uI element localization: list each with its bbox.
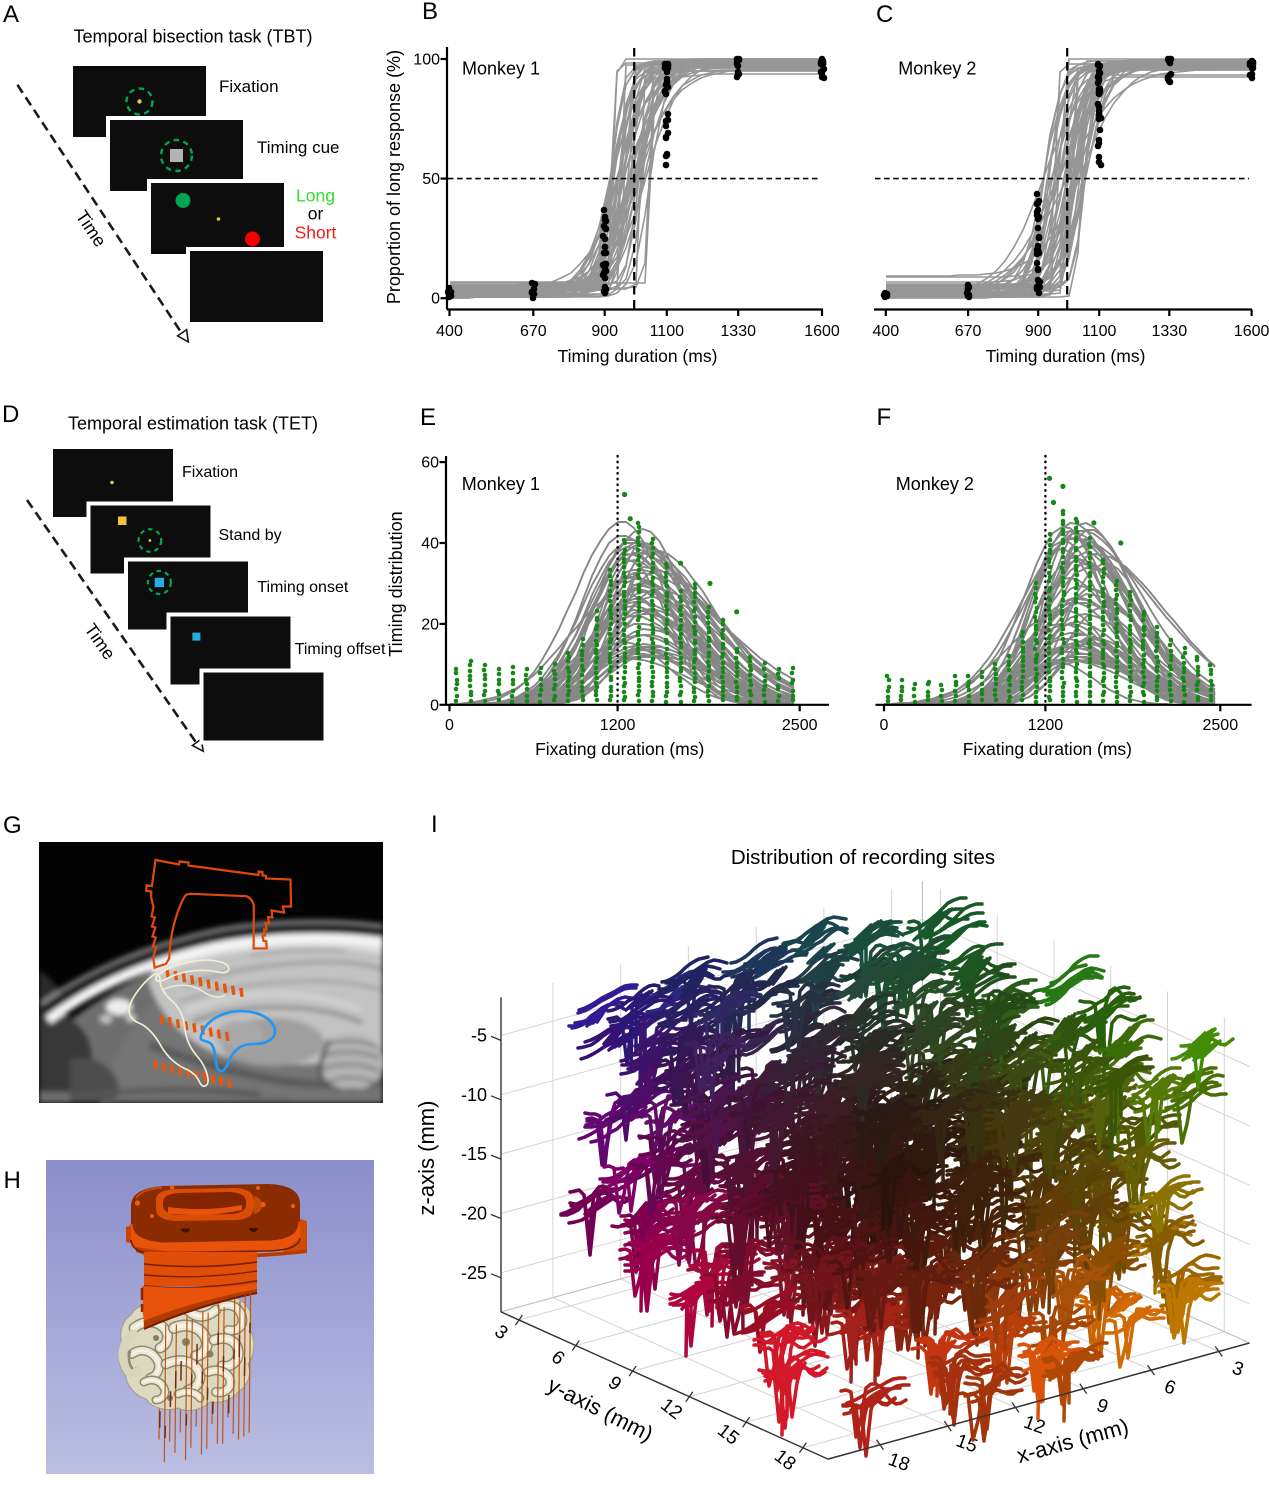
svg-text:0: 0 xyxy=(880,717,889,734)
svg-text:900: 900 xyxy=(591,323,618,340)
svg-text:1330: 1330 xyxy=(720,323,756,340)
svg-text:Stand by: Stand by xyxy=(219,527,282,544)
svg-text:400: 400 xyxy=(436,323,463,340)
svg-text:-15: -15 xyxy=(461,1144,487,1164)
svg-text:Timing onset: Timing onset xyxy=(257,579,349,596)
svg-text:Time: Time xyxy=(72,207,111,251)
svg-text:0: 0 xyxy=(445,717,454,734)
svg-text:670: 670 xyxy=(955,323,982,340)
svg-text:15: 15 xyxy=(713,1420,743,1450)
svg-text:or: or xyxy=(308,204,324,224)
svg-text:-25: -25 xyxy=(461,1263,487,1283)
svg-text:F: F xyxy=(877,404,892,431)
svg-text:Monkey 2: Monkey 2 xyxy=(898,59,976,79)
svg-text:-20: -20 xyxy=(461,1204,487,1224)
svg-text:Temporal estimation task (TET): Temporal estimation task (TET) xyxy=(68,414,318,434)
svg-text:1200: 1200 xyxy=(600,717,636,734)
svg-text:2500: 2500 xyxy=(1203,717,1239,734)
svg-text:G: G xyxy=(3,812,22,839)
svg-text:1100: 1100 xyxy=(1082,323,1117,340)
svg-text:Monkey 1: Monkey 1 xyxy=(462,59,540,79)
svg-text:50: 50 xyxy=(422,171,440,188)
svg-text:100: 100 xyxy=(413,52,440,69)
svg-text:1600: 1600 xyxy=(1234,323,1269,340)
svg-text:1600: 1600 xyxy=(804,323,840,340)
svg-text:900: 900 xyxy=(1025,323,1052,340)
svg-text:1200: 1200 xyxy=(1028,717,1064,734)
svg-text:Temporal bisection task (TBT): Temporal bisection task (TBT) xyxy=(73,27,312,47)
svg-text:Timing distribution: Timing distribution xyxy=(386,511,406,656)
svg-text:60: 60 xyxy=(421,455,439,472)
svg-text:1330: 1330 xyxy=(1152,323,1188,340)
svg-text:H: H xyxy=(4,1167,21,1194)
svg-text:3: 3 xyxy=(1229,1358,1246,1381)
svg-text:0: 0 xyxy=(431,291,440,308)
svg-text:-10: -10 xyxy=(461,1085,487,1105)
svg-text:0: 0 xyxy=(430,697,439,714)
svg-text:Distribution of recording site: Distribution of recording sites xyxy=(731,846,995,869)
svg-text:Timing offset: Timing offset xyxy=(295,641,386,658)
svg-text:3: 3 xyxy=(490,1321,511,1344)
svg-text:Fixating duration (ms): Fixating duration (ms) xyxy=(535,739,704,759)
svg-text:-5: -5 xyxy=(471,1025,487,1045)
svg-text:400: 400 xyxy=(872,323,899,340)
svg-text:Proportion of long response (%: Proportion of long response (%) xyxy=(384,50,404,304)
svg-text:Timing cue: Timing cue xyxy=(257,138,340,157)
svg-text:20: 20 xyxy=(421,616,439,633)
svg-text:D: D xyxy=(2,401,19,428)
svg-text:y-axis (mm): y-axis (mm) xyxy=(544,1372,658,1446)
svg-text:670: 670 xyxy=(520,323,547,340)
svg-text:18: 18 xyxy=(885,1449,912,1476)
svg-text:Monkey 1: Monkey 1 xyxy=(462,474,540,494)
svg-text:Fixation: Fixation xyxy=(219,77,279,96)
svg-text:9: 9 xyxy=(1094,1395,1111,1418)
svg-text:z-axis (mm): z-axis (mm) xyxy=(414,1101,439,1216)
svg-text:I: I xyxy=(431,811,438,838)
svg-text:E: E xyxy=(420,404,436,431)
svg-text:A: A xyxy=(3,1,19,28)
svg-text:B: B xyxy=(422,0,438,25)
svg-text:Fixation: Fixation xyxy=(182,464,238,481)
svg-text:Timing duration (ms): Timing duration (ms) xyxy=(986,346,1146,366)
svg-text:1100: 1100 xyxy=(650,323,685,340)
svg-text:6: 6 xyxy=(1161,1376,1178,1399)
svg-text:6: 6 xyxy=(547,1347,568,1370)
svg-text:Timing duration (ms): Timing duration (ms) xyxy=(558,346,718,366)
svg-text:C: C xyxy=(876,1,893,28)
svg-text:18: 18 xyxy=(770,1446,800,1476)
svg-text:Fixating duration (ms): Fixating duration (ms) xyxy=(963,739,1132,759)
svg-text:40: 40 xyxy=(421,536,439,553)
svg-text:12: 12 xyxy=(656,1395,686,1425)
svg-text:2500: 2500 xyxy=(782,717,818,734)
svg-text:Short: Short xyxy=(295,223,337,243)
svg-text:9: 9 xyxy=(604,1372,625,1395)
svg-text:Monkey 2: Monkey 2 xyxy=(896,474,974,494)
svg-text:Long: Long xyxy=(296,186,335,206)
